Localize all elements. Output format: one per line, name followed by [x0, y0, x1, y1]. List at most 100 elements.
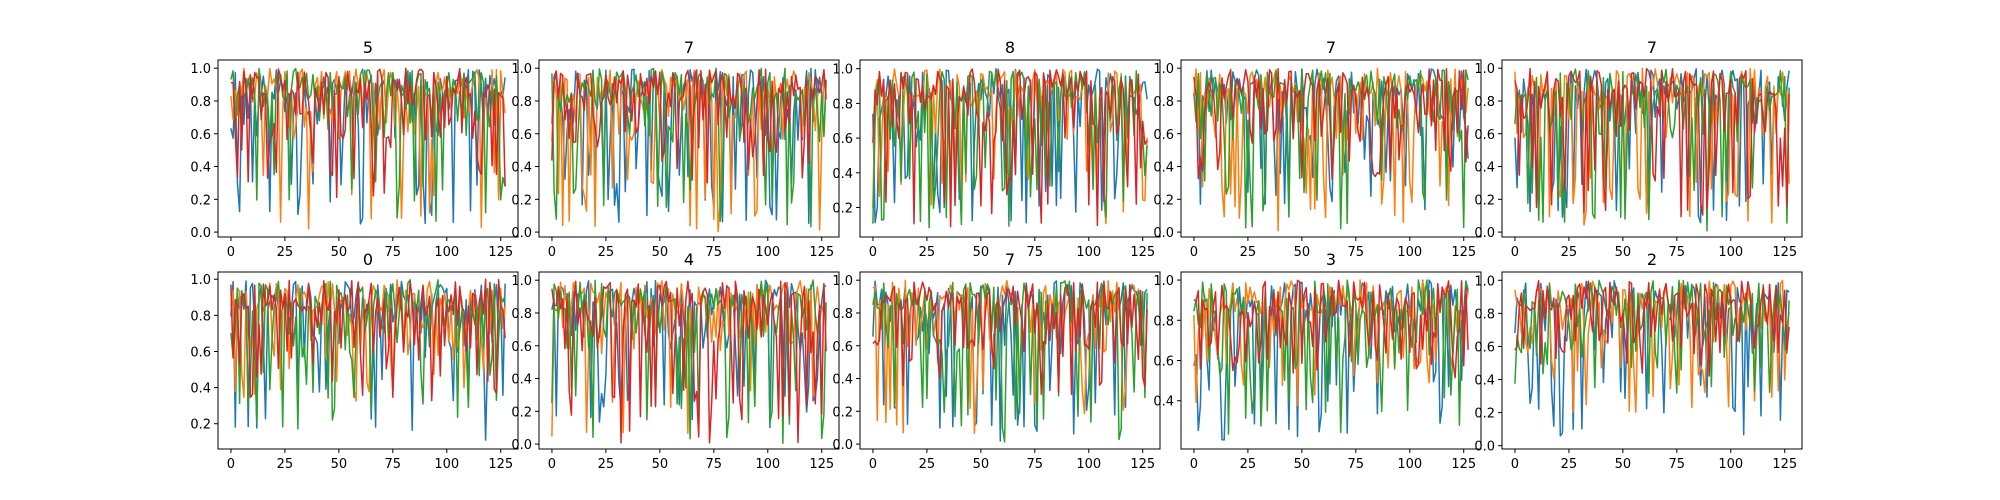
y-tick-label: 1.0: [190, 273, 211, 288]
axes-frame: [1501, 59, 1803, 238]
y-tick-label: 1.0: [1474, 274, 1495, 289]
x-tick-label: 75: [385, 457, 402, 472]
y-tick-label: 0.6: [1153, 355, 1174, 370]
y-tick-label: 0.6: [190, 345, 211, 360]
y-tick-label: 0.6: [511, 128, 532, 143]
y-tick-label: 0.0: [190, 226, 211, 241]
x-tick-label: 25: [1561, 245, 1578, 260]
y-tick-label: 0.2: [1153, 193, 1174, 208]
y-tick-label: 0.2: [190, 193, 211, 208]
series-line-3: [1193, 68, 1469, 230]
subplot-5: 0 25 50 75 100 125 0.0 0.2 0.4 0.6 0.8 1.0 7: [1474, 38, 1803, 260]
x-tick-label: 100: [755, 457, 780, 472]
y-tick-label: 0.8: [1474, 95, 1495, 110]
series-line-2: [1193, 67, 1469, 232]
series-line-4: [230, 67, 506, 199]
x-tick-label: 25: [919, 457, 936, 472]
y-tick-label: 0.4: [1474, 161, 1495, 176]
y-tick-label: 0.8: [832, 307, 853, 322]
x-tick-label: 75: [706, 245, 723, 260]
y-tick-label: 0.0: [511, 226, 532, 241]
axes-frame: [859, 271, 1161, 450]
axes-frame: [1501, 271, 1803, 450]
x-tick-label: 0: [869, 457, 877, 472]
y-tick-label: 1.0: [190, 62, 211, 77]
y-tick-label: 0.6: [1474, 340, 1495, 355]
y-tick-label: 1.0: [832, 274, 853, 289]
x-tick-label: 100: [1718, 457, 1743, 472]
y-tick-label: 1.0: [511, 62, 532, 77]
x-tick-label: 50: [1294, 457, 1311, 472]
y-tick-label: 0.4: [1474, 374, 1495, 389]
x-tick-label: 75: [706, 457, 723, 472]
x-tick-label: 125: [1451, 245, 1476, 260]
x-tick-label: 100: [434, 245, 459, 260]
y-tick-label: 0.0: [1474, 440, 1495, 455]
x-tick-label: 50: [1615, 245, 1632, 260]
subplot-7: 0 25 50 75 100 125 0.0 0.2 0.4 0.6 0.8 1.0 4: [511, 250, 840, 472]
y-tick-label: 0.8: [1153, 314, 1174, 329]
series-line-4: [551, 280, 827, 444]
x-tick-label: 75: [1669, 245, 1686, 260]
y-tick-label: 1.0: [832, 63, 853, 78]
x-tick-label: 25: [277, 245, 294, 260]
series-line-3: [230, 67, 506, 223]
series-line-4: [1514, 280, 1790, 377]
y-tick-label: 0.6: [511, 340, 532, 355]
x-tick-label: 125: [488, 245, 513, 260]
y-tick-label: 0.4: [190, 161, 211, 176]
x-tick-label: 25: [598, 457, 615, 472]
y-tick-label: 0.0: [511, 438, 532, 453]
series-line-4: [1193, 67, 1469, 180]
series-group: [872, 68, 1148, 229]
series-line-4: [1514, 67, 1790, 218]
x-tick-label: 50: [973, 457, 990, 472]
y-tick-label: 0.2: [832, 405, 853, 420]
series-line-4: [1193, 279, 1469, 379]
x-tick-label: 50: [331, 245, 348, 260]
axes-frame: [859, 59, 1161, 238]
x-tick-label: 125: [809, 457, 834, 472]
y-tick-label: 0.4: [832, 167, 853, 182]
y-tick-label: 0.6: [1474, 128, 1495, 143]
x-tick-label: 0: [548, 457, 556, 472]
y-tick-label: 0.4: [832, 373, 853, 388]
x-tick-label: 125: [1130, 245, 1155, 260]
y-tick-label: 0.8: [511, 95, 532, 110]
x-tick-label: 50: [1294, 245, 1311, 260]
y-tick-label: 0.4: [1153, 395, 1174, 410]
x-tick-label: 125: [1772, 457, 1797, 472]
series-line-3: [551, 67, 827, 228]
series-group: [1514, 67, 1790, 232]
x-tick-label: 50: [652, 245, 669, 260]
y-tick-label: 0.4: [511, 161, 532, 176]
y-tick-label: 1.0: [511, 274, 532, 289]
x-tick-label: 0: [227, 245, 235, 260]
subplot-title: 2: [1647, 250, 1657, 269]
x-tick-label: 75: [1027, 245, 1044, 260]
y-tick-label: 0.8: [511, 307, 532, 322]
subplot-8: 0 25 50 75 100 125 0.0 0.2 0.4 0.6 0.8 1.0 7: [832, 250, 1161, 472]
y-tick-label: 0.2: [832, 202, 853, 217]
series-group: [1193, 279, 1469, 441]
y-tick-label: 1.0: [1153, 62, 1174, 77]
x-tick-label: 100: [434, 457, 459, 472]
y-tick-label: 0.6: [190, 128, 211, 143]
subplot-title: 7: [684, 38, 694, 57]
y-tick-label: 0.2: [511, 405, 532, 420]
subplot-title: 7: [1326, 38, 1336, 57]
axes-frame: [538, 59, 840, 238]
axes-frame: [217, 59, 519, 238]
series-group: [230, 278, 506, 441]
y-tick-label: 0.0: [1474, 226, 1495, 241]
y-tick-label: 1.0: [1153, 274, 1174, 289]
series-group: [230, 67, 506, 230]
y-tick-label: 0.6: [1153, 128, 1174, 143]
x-tick-label: 100: [1718, 245, 1743, 260]
x-tick-label: 50: [652, 457, 669, 472]
y-tick-label: 0.2: [1474, 407, 1495, 422]
x-tick-label: 25: [919, 245, 936, 260]
series-group: [1193, 67, 1469, 232]
y-tick-label: 0.0: [832, 438, 853, 453]
